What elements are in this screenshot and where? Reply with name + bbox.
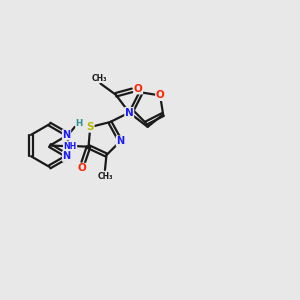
Text: O: O bbox=[156, 90, 164, 100]
Text: S: S bbox=[86, 122, 94, 132]
Text: N: N bbox=[116, 136, 124, 146]
Text: CH₃: CH₃ bbox=[97, 172, 113, 181]
Text: NH: NH bbox=[64, 142, 77, 151]
Text: N: N bbox=[62, 130, 70, 140]
Text: H: H bbox=[76, 119, 83, 128]
Text: N: N bbox=[62, 151, 70, 161]
Text: O: O bbox=[77, 164, 86, 173]
Text: O: O bbox=[134, 84, 142, 94]
Text: CH₃: CH₃ bbox=[91, 74, 107, 82]
Text: N: N bbox=[125, 108, 134, 118]
